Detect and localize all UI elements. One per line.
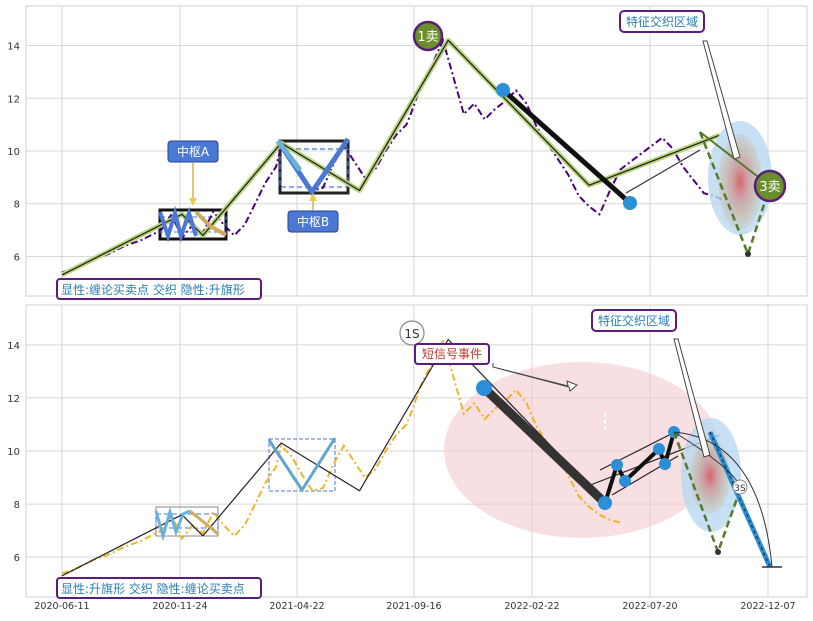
label-pivot-b: 中枢B xyxy=(287,193,339,233)
label-pivot-a: 中枢A xyxy=(167,140,219,206)
down-trend-line-bottom xyxy=(480,384,609,507)
zigzag-b-bottom xyxy=(267,437,337,493)
rebound-line-top xyxy=(625,149,701,194)
y-tick-label: 8 xyxy=(14,200,20,211)
marker-3sell: 3卖 xyxy=(753,169,787,203)
top-panel: 6 8 10 12 14 1卖 3卖 xyxy=(7,5,808,300)
bottom-y-ticks: 6 8 10 12 14 xyxy=(7,341,20,564)
zigzag-b-light xyxy=(276,139,302,172)
projection-dashed-top xyxy=(698,131,772,258)
marker-3sell-label: 3卖 xyxy=(759,180,780,195)
legend-bottom-text: 显性:升旗形 交织 隐性:缠论买卖点 xyxy=(61,581,245,596)
y-tick-label: 6 xyxy=(14,553,20,564)
projection-low-top xyxy=(745,251,751,257)
point-start-top xyxy=(496,83,510,97)
x-tick-label: 2020-06-11 xyxy=(34,601,89,612)
callout-interweave-bottom-text: 特征交织区域 xyxy=(598,313,670,328)
legend-top-text: 显性:缠论买卖点 交织 隐性:升旗形 xyxy=(61,282,245,297)
blue-drop-line-center xyxy=(709,431,771,568)
y-tick-label: 10 xyxy=(7,447,20,458)
bottom-x-ticks: 2020-06-11 2020-11-24 2021-04-22 2021-09-16… xyxy=(34,601,795,612)
legend-bottom: 显性:升旗形 交织 隐性:缠论买卖点 xyxy=(56,577,262,599)
marker-1s-label: 1S xyxy=(404,327,419,341)
y-tick-label: 10 xyxy=(7,147,20,158)
label-pivot-a-text: 中枢A xyxy=(177,144,210,159)
marker-1sell-label: 1卖 xyxy=(417,30,438,45)
point-p3-bottom xyxy=(653,443,665,455)
zigzag-a-bottom-tail xyxy=(189,509,219,536)
zigzag-a-bottom xyxy=(154,506,191,542)
x-tick-label: 2022-02-22 xyxy=(504,601,559,612)
callout-interweave-top-text: 特征交织区域 xyxy=(626,14,698,29)
y-tick-label: 6 xyxy=(14,252,20,263)
interweave-hotspot-bottom xyxy=(690,438,730,514)
callout-short-signal: 短信号事件 xyxy=(414,343,578,392)
marker-3s-label: 3S xyxy=(734,484,746,494)
point-end-top xyxy=(623,196,637,210)
pivot-box-a-bottom-inner xyxy=(155,513,219,529)
callout-short-signal-text: 短信号事件 xyxy=(422,347,482,361)
x-tick-label: 2022-12-07 xyxy=(740,601,795,612)
y-tick-label: 8 xyxy=(14,500,20,511)
price-series-top xyxy=(61,37,726,274)
y-tick-label: 12 xyxy=(7,394,20,405)
zigzag-a-tail xyxy=(194,210,227,237)
projection-low-bottom xyxy=(715,549,721,555)
point-p1-bottom xyxy=(611,459,623,471)
arc-end xyxy=(673,431,773,568)
x-tick-label: 2021-04-22 xyxy=(269,601,324,612)
callout-interweave-top: 特征交织区域 xyxy=(619,10,741,160)
marker-1sell: 1卖 xyxy=(412,20,444,52)
marker-3s: 3S xyxy=(732,479,748,495)
point-p4-bottom xyxy=(659,458,671,470)
down-trend-line-top xyxy=(501,88,632,205)
zigzag-a xyxy=(158,205,198,243)
point-p2-bottom xyxy=(619,475,631,487)
y-tick-label: 14 xyxy=(7,341,20,352)
label-pivot-b-text: 中枢B xyxy=(297,214,329,229)
y-tick-label: 14 xyxy=(7,42,20,53)
y-tick-label: 12 xyxy=(7,94,20,105)
legend-top: 显性:缠论买卖点 交织 隐性:升旗形 xyxy=(56,278,262,300)
point-end-bottom xyxy=(598,496,612,510)
point-start-bottom xyxy=(476,380,492,396)
x-tick-label: 2020-11-24 xyxy=(152,601,207,612)
callout-interweave-bottom: 特征交织区域 xyxy=(591,309,711,458)
top-y-ticks: 6 8 10 12 14 xyxy=(7,42,20,264)
top-gridlines xyxy=(26,6,807,296)
x-tick-label: 2022-07-20 xyxy=(622,601,677,612)
marker-1s: 1S xyxy=(399,320,425,346)
x-tick-label: 2021-09-16 xyxy=(386,601,441,612)
